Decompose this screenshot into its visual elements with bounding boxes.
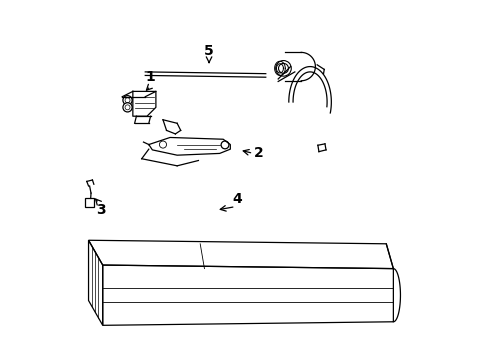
Circle shape [159, 141, 166, 148]
Circle shape [125, 105, 130, 110]
Circle shape [125, 98, 130, 103]
Text: 4: 4 [232, 193, 242, 207]
Bar [85, 198, 94, 207]
Text: 1: 1 [145, 70, 155, 84]
Circle shape [221, 141, 228, 149]
Circle shape [122, 103, 132, 112]
Text: 2: 2 [253, 147, 263, 161]
Text: 3: 3 [96, 203, 105, 217]
Circle shape [122, 96, 132, 105]
Text: 5: 5 [204, 44, 213, 58]
